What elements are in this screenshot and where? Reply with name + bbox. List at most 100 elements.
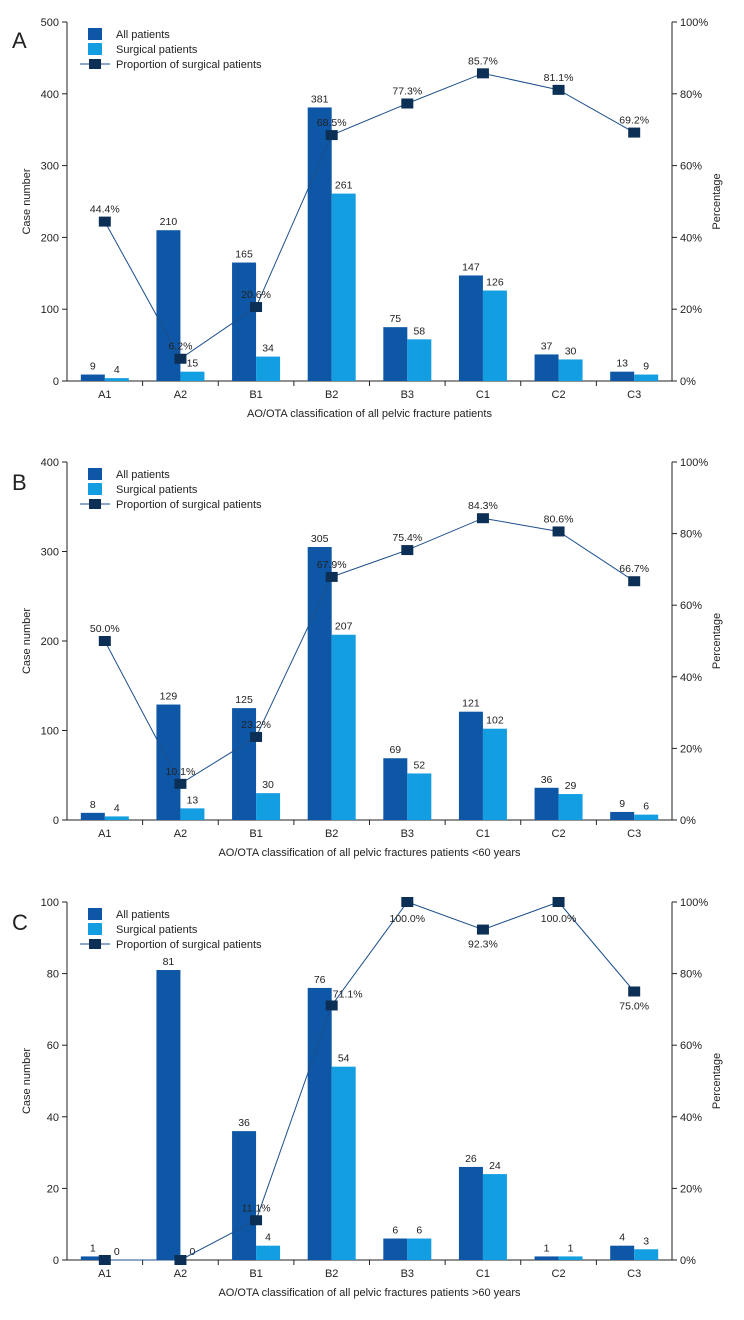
x-tick-label: C1: [476, 828, 490, 840]
bar-surgical-patients: [104, 816, 129, 820]
bar-all-patients: [80, 1256, 105, 1260]
bar-all-patients: [458, 275, 483, 381]
bar-value-label: 165: [235, 249, 253, 261]
left-tick-label: 0: [53, 815, 59, 827]
left-tick-label: 100: [41, 304, 59, 316]
x-tick-label: C1: [476, 1268, 490, 1280]
legend-marker-proportion: [89, 59, 101, 69]
proportion-value-label: 80.6%: [544, 513, 574, 525]
x-axis-title: AO/OTA classification of all pelvic frac…: [218, 1287, 521, 1299]
bar-value-label: 34: [262, 343, 274, 355]
proportion-value-label: 23.2%: [241, 719, 271, 731]
proportion-value-label: 20.6%: [241, 289, 271, 301]
bar-all-patients: [534, 787, 559, 820]
proportion-marker: [98, 636, 111, 646]
legend-swatch-surgical-patients: [88, 483, 102, 495]
legend-swatch-surgical-patients: [88, 923, 102, 935]
legend: All patients Surgical patients Proportion …: [80, 908, 262, 951]
bar-value-label: 13: [187, 794, 199, 806]
bar-value-label: 129: [160, 691, 178, 703]
proportion-value-label: 6.2%: [168, 341, 192, 353]
bar-surgical-patients: [256, 356, 281, 381]
right-tick-label: 60%: [680, 161, 702, 173]
proportion-marker: [628, 127, 641, 138]
bar-all-patients: [80, 812, 105, 820]
right-tick-label: 100%: [680, 17, 708, 29]
right-tick-label: 0%: [680, 376, 696, 388]
proportion-marker: [628, 986, 641, 997]
bar-value-label: 36: [541, 774, 553, 786]
bar-value-label: 305: [311, 533, 329, 545]
bar-value-label: 30: [262, 779, 274, 791]
x-tick-label: B2: [325, 828, 338, 840]
proportion-line: [104, 517, 635, 785]
bar-value-label: 30: [565, 345, 577, 357]
proportion-marker: [552, 526, 565, 537]
bar-surgical-patients: [634, 814, 659, 820]
bar-value-label: 6: [392, 1225, 398, 1237]
proportion-value-label: 75.0%: [619, 1001, 649, 1013]
proportion-value-label: 71.1%: [333, 988, 363, 1000]
bar-all-patients: [307, 987, 332, 1260]
left-tick-label: 200: [41, 232, 59, 244]
x-tick-label: C2: [552, 828, 566, 840]
left-tick-label: 100: [41, 897, 59, 909]
bar-all-patients: [307, 547, 332, 820]
bar-all-patients: [610, 371, 635, 381]
left-tick-label: 500: [41, 17, 59, 29]
proportion-value-label: 75.4%: [392, 532, 422, 544]
proportion-marker: [401, 897, 414, 907]
bar-all-patients: [610, 811, 635, 820]
legend-swatch-surgical-patients: [88, 43, 102, 55]
legend-label-all-patients: All patients: [116, 29, 170, 41]
legend: All patients Surgical patients Proportion …: [80, 468, 262, 511]
y-axis-title: Case number: [21, 168, 33, 234]
right-tick-label: 80%: [680, 969, 702, 981]
bar-value-label: 24: [489, 1160, 501, 1172]
x-axis-title: AO/OTA classification of all pelvic frac…: [218, 847, 521, 859]
x-tick-label: C3: [627, 828, 641, 840]
bar-value-label: 9: [619, 798, 625, 810]
proportion-marker: [174, 778, 187, 789]
proportion-marker: [552, 84, 565, 95]
proportion-marker: [98, 1255, 111, 1265]
legend-swatch-all-patients: [88, 908, 102, 920]
bar-value-label: 15: [187, 358, 199, 370]
proportion-marker: [325, 1000, 338, 1011]
bar-all-patients: [383, 1238, 408, 1260]
proportion-value-label: 92.3%: [468, 939, 498, 951]
left-tick-label: 0: [53, 1255, 59, 1267]
proportion-line: [104, 72, 635, 360]
x-tick-label: C3: [627, 389, 641, 401]
panel-letter: B: [12, 470, 27, 495]
proportion-value-label: 77.3%: [392, 85, 422, 97]
bar-all-patients: [80, 374, 105, 381]
bar-all-patients: [156, 970, 181, 1260]
right-tick-label: 100%: [680, 457, 708, 469]
bar-surgical-patients: [482, 290, 507, 381]
bar-all-patients: [383, 758, 408, 820]
proportion-marker: [552, 897, 565, 907]
left-tick-label: 20: [47, 1183, 59, 1195]
proportion-marker: [250, 1215, 263, 1226]
proportion-marker: [174, 353, 187, 364]
bar-value-label: 4: [265, 1232, 271, 1244]
bar-surgical-patients: [634, 1249, 659, 1260]
x-tick-label: B3: [401, 389, 414, 401]
left-tick-label: 60: [47, 1040, 59, 1052]
right-tick-label: 80%: [680, 89, 702, 101]
left-tick-label: 400: [41, 89, 59, 101]
x-tick-label: B2: [325, 389, 338, 401]
legend: All patients Surgical patients Proportion …: [80, 28, 262, 71]
bar-value-label: 207: [335, 621, 353, 633]
bar-surgical-patients: [407, 1238, 432, 1260]
x-tick-label: C3: [627, 1268, 641, 1280]
panel-letter: C: [12, 910, 28, 935]
bar-value-label: 8: [90, 799, 96, 811]
x-tick-label: A1: [98, 828, 111, 840]
proportion-marker: [98, 216, 111, 227]
bar-value-label: 26: [465, 1153, 477, 1165]
bar-surgical-patients: [331, 193, 356, 381]
proportion-marker: [401, 98, 414, 109]
